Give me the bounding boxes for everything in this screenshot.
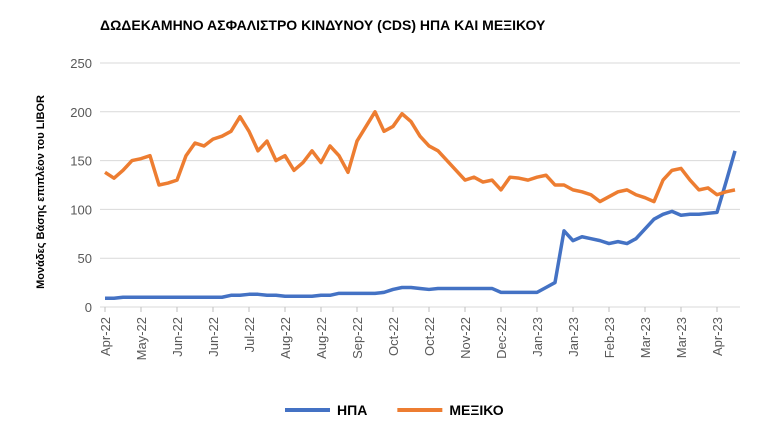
x-tick-label: Mar-23 xyxy=(674,317,689,358)
y-axis-label: Μονάδες Βάσης επιπλέον του LIBOR xyxy=(35,95,47,289)
x-tick-label: Jun-22 xyxy=(170,317,185,357)
x-tick-label: Jun-22 xyxy=(206,317,221,357)
x-tick-label: Feb-23 xyxy=(602,317,617,358)
y-tick-label: 250 xyxy=(70,56,92,71)
x-tick-label: Oct-22 xyxy=(422,317,437,356)
x-tick-label: Sep-22 xyxy=(350,317,365,359)
x-tick-label: Jan-23 xyxy=(566,317,581,357)
x-tick-label: Dec-22 xyxy=(494,317,509,359)
y-tick-label: 150 xyxy=(70,154,92,169)
x-tick-label: Aug-22 xyxy=(314,317,329,359)
legend-label: ΗΠΑ xyxy=(337,402,367,418)
x-tick-label: Jul-22 xyxy=(242,317,257,352)
chart-title: ΔΩΔΕΚΑΜΗΝΟ ΑΣΦΑΛΙΣΤΡΟ ΚΙΝΔΥΝΟΥ (CDS) ΗΠΑ… xyxy=(100,17,546,33)
y-tick-label: 50 xyxy=(78,251,92,266)
x-tick-label: Mar-23 xyxy=(638,317,653,358)
line-series xyxy=(105,150,737,300)
line-series xyxy=(104,110,736,204)
y-tick-label: 200 xyxy=(70,105,92,120)
x-tick-label: Apr-23 xyxy=(710,317,725,356)
x-tick-label: Oct-22 xyxy=(386,317,401,356)
y-tick-label: 0 xyxy=(85,300,92,315)
x-tick-label: Aug-22 xyxy=(278,317,293,359)
x-tick-label: Jan-23 xyxy=(530,317,545,357)
y-tick-label: 100 xyxy=(70,202,92,217)
x-tick-label: Nov-22 xyxy=(458,317,473,359)
x-tick-label: May-22 xyxy=(134,317,149,360)
x-tick-label: Apr-22 xyxy=(98,317,113,356)
legend-label: ΜΕΞΙΚΟ xyxy=(449,402,503,418)
